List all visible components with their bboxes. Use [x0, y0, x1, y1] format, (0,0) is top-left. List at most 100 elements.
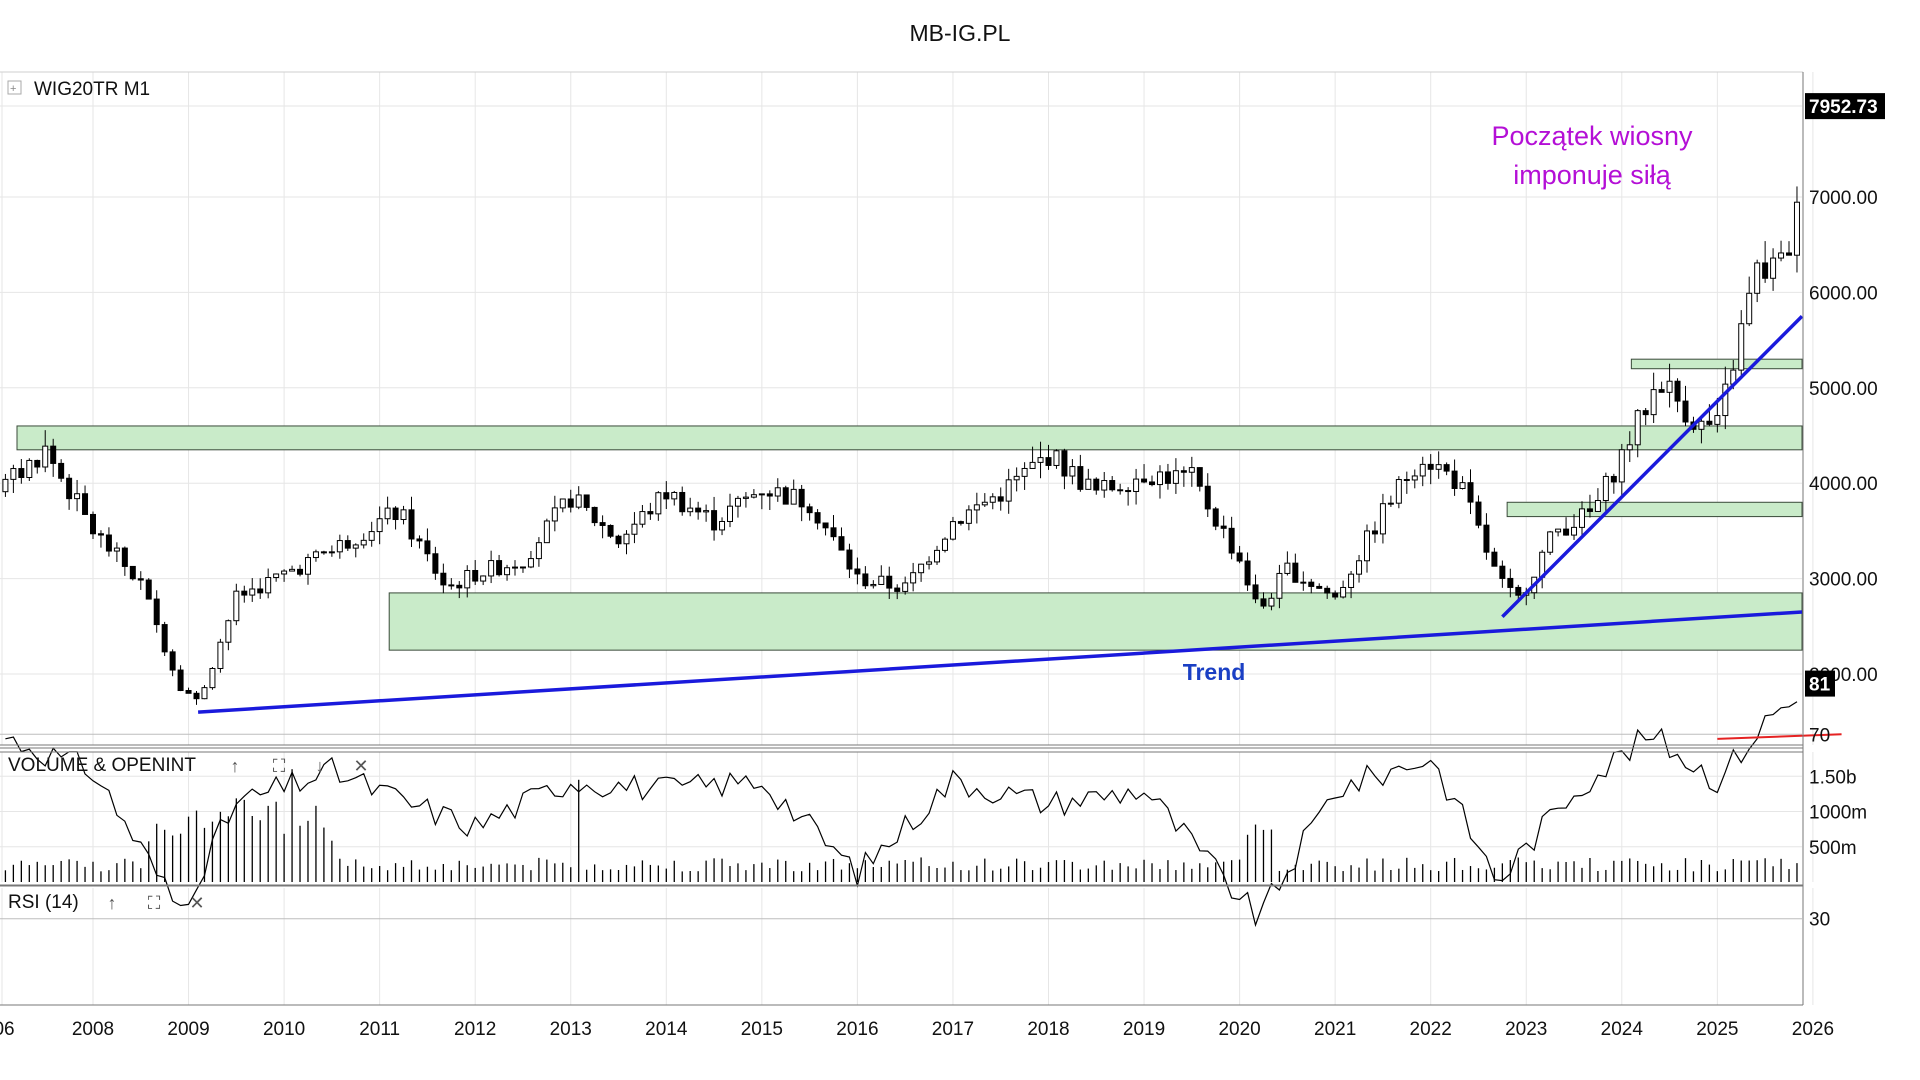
candle-up: [26, 459, 33, 479]
candle-up: [1435, 464, 1442, 470]
candle-up: [1459, 482, 1466, 489]
rsi-last-value: 81: [1809, 675, 1831, 696]
price-tick-label: 3000.00: [1809, 570, 1878, 591]
candle-up: [750, 494, 757, 498]
x-tick-label: 2022: [1410, 1019, 1452, 1040]
candle-down: [1324, 587, 1331, 594]
candle-down: [1507, 577, 1514, 588]
candle-up: [1029, 461, 1036, 469]
trendline: [1501, 315, 1804, 618]
rsi-tick-label: 30: [1809, 910, 1830, 931]
candle-up: [1594, 500, 1601, 512]
candle-down: [408, 509, 415, 540]
candle-up: [1037, 457, 1044, 463]
x-tick-label: 06: [0, 1019, 15, 1040]
candle-up: [742, 496, 749, 499]
candle-down: [583, 494, 590, 508]
candle-down: [997, 496, 1004, 502]
candles-layer: [2, 186, 1800, 705]
candle-up: [1053, 450, 1060, 466]
candle-down: [854, 568, 861, 575]
annotation-line-1: Początek wiosny: [1491, 121, 1693, 151]
symbol-label: WIG20TR M1: [34, 79, 150, 100]
candle-down: [424, 540, 431, 555]
candle-down: [886, 575, 893, 589]
candle-down: [1045, 457, 1052, 466]
candle-down: [1786, 252, 1793, 256]
x-tick-label: 2012: [454, 1019, 496, 1040]
candle-down: [599, 522, 606, 526]
candle-up: [989, 496, 996, 503]
candle-down: [193, 692, 200, 700]
candle-down: [18, 468, 25, 479]
candle-up: [304, 557, 311, 575]
candle-down: [169, 651, 176, 671]
candle-down: [1141, 478, 1148, 483]
volume-panel-title: VOLUME & OPENINT: [8, 755, 196, 776]
candle-up: [551, 507, 558, 522]
candle-up: [360, 539, 367, 546]
candle-down: [1316, 585, 1323, 589]
candle-up: [1340, 586, 1347, 598]
candle-up: [719, 520, 726, 531]
candle-up: [981, 501, 988, 506]
candle-down: [822, 522, 829, 529]
candle-down: [1674, 380, 1681, 402]
candle-up: [233, 590, 240, 622]
candle-down: [1491, 551, 1498, 567]
candle-down: [782, 487, 789, 505]
candle-down: [615, 535, 622, 545]
candle-up: [113, 547, 120, 552]
candle-up: [671, 491, 678, 500]
candle-up: [1555, 528, 1562, 533]
candle-up: [1021, 467, 1028, 477]
candle-down: [1427, 463, 1434, 470]
rsi-reference-line: [1717, 733, 1842, 740]
last-price-box: [1805, 93, 1885, 120]
candle-down: [1180, 470, 1187, 473]
candle-down: [1483, 524, 1490, 553]
candle-down: [766, 493, 773, 497]
candle-down: [416, 538, 423, 542]
candle-up: [1634, 410, 1641, 446]
candle-up: [1547, 531, 1554, 553]
candle-down: [129, 565, 136, 580]
candle-down: [1467, 482, 1474, 503]
candle-up: [1069, 466, 1076, 477]
candle-up: [1626, 444, 1633, 451]
candle-up: [1666, 380, 1673, 393]
candle-up: [1364, 530, 1370, 562]
candle-down: [1499, 565, 1506, 579]
candle-down: [894, 587, 901, 592]
candle-down: [814, 512, 821, 524]
rsi-layer: [5, 701, 1842, 928]
candle-up: [1754, 262, 1761, 294]
x-tick-label: 2026: [1792, 1019, 1834, 1040]
candle-down: [432, 553, 439, 574]
candle-up: [328, 551, 335, 554]
candle-up: [519, 566, 526, 569]
volume-panel-button: ↓: [316, 756, 325, 776]
candle-down: [153, 598, 160, 626]
candle-up: [1578, 508, 1585, 528]
candle-up: [949, 521, 956, 540]
x-tick-label: 2011: [359, 1019, 400, 1040]
candle-down: [1244, 560, 1251, 586]
x-tick-label: 2014: [645, 1019, 688, 1040]
candle-up: [1188, 467, 1195, 473]
candle-down: [1228, 527, 1235, 554]
candle-down: [448, 584, 455, 587]
volume-tick-label: 1.50b: [1809, 767, 1857, 788]
candle-up: [965, 509, 972, 524]
trend-label: Trend: [1183, 659, 1246, 685]
candle-down: [1475, 501, 1482, 526]
candle-down: [1292, 562, 1299, 583]
candle-up: [1284, 562, 1291, 574]
grid-layer: [0, 72, 1814, 1005]
candle-up: [1738, 323, 1745, 371]
candle-up: [941, 538, 948, 551]
candle-down: [472, 569, 479, 582]
candle-up: [209, 667, 216, 689]
candle-down: [957, 521, 964, 524]
candle-down: [798, 488, 805, 508]
